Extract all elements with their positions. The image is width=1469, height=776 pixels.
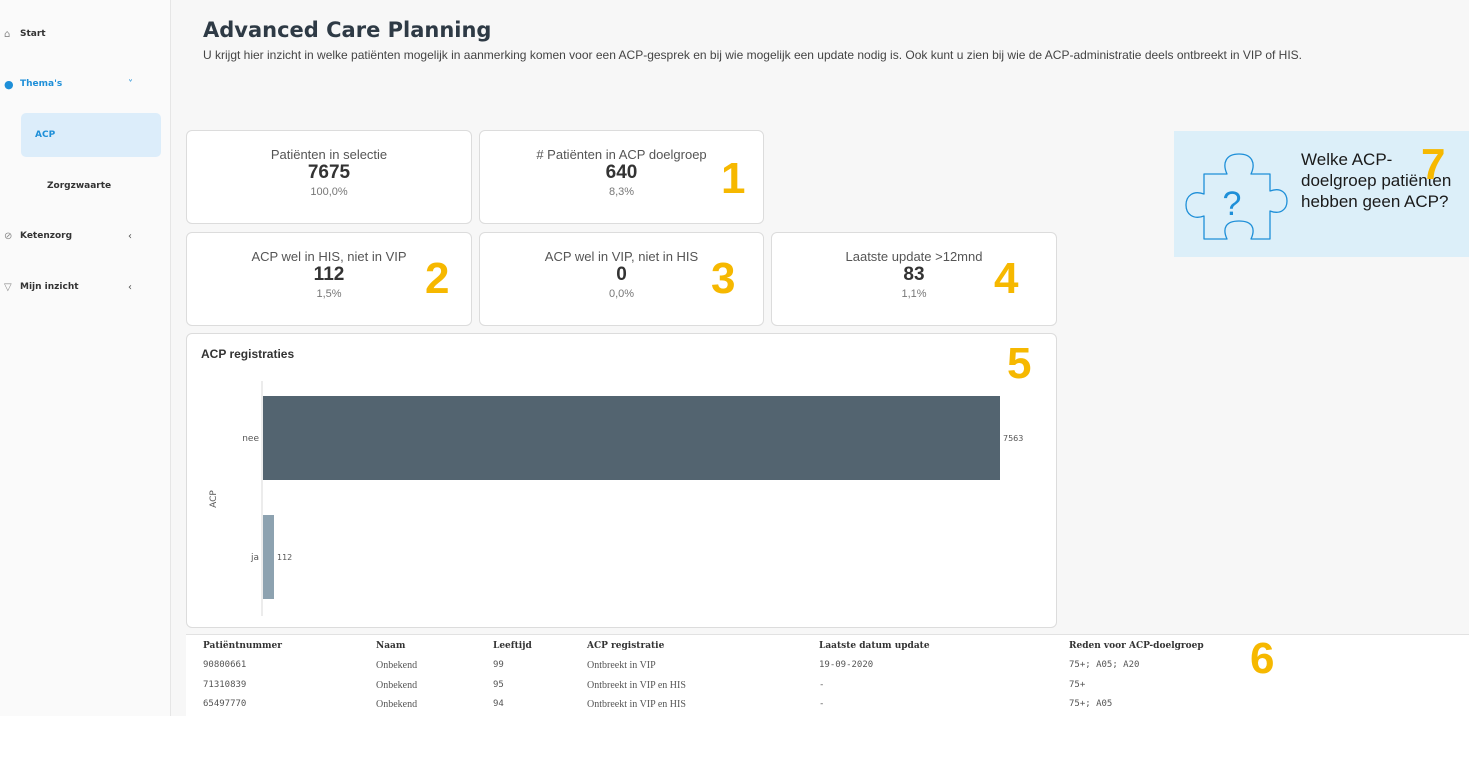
sidebar-item-acp[interactable]: ACP <box>21 113 161 157</box>
cell-patientnummer: 65497770 <box>203 699 247 709</box>
kpi-label: Patiënten in selectie <box>270 147 388 162</box>
info-card-acp-question[interactable]: ? Welke ACP-doelgroep patiënten hebben g… <box>1174 131 1469 257</box>
link-icon: ⊘ <box>4 230 13 242</box>
kpi-value: 7675 <box>307 162 351 183</box>
lightbulb-icon: ● <box>4 77 14 91</box>
cell-laatste-datum: - <box>819 680 825 690</box>
column-header-naam[interactable]: Naam <box>376 641 406 651</box>
cell-reden: 75+; A05; A20 <box>1069 660 1140 670</box>
column-header-patientnummer[interactable]: Patiëntnummer <box>203 641 282 651</box>
chevron-left-icon: ‹ <box>128 230 132 242</box>
home-icon: ⌂ <box>4 28 11 40</box>
column-header-reden[interactable]: Reden voor ACP-doelgroep <box>1069 641 1204 651</box>
data-label: 112 <box>277 553 292 562</box>
sidebar-item-ketenzorg[interactable]: ⊘ Ketenzorg ‹ <box>0 221 170 251</box>
cell-reden: 75+ <box>1069 680 1086 690</box>
app-window: ⌂ Start ● Thema's ˅ ACP Zorgzwaarte ⊘ Ke… <box>0 0 1469 717</box>
sidebar: ⌂ Start ● Thema's ˅ ACP Zorgzwaarte ⊘ Ke… <box>0 0 171 716</box>
callout-marker: 6 <box>1250 634 1275 683</box>
callout-marker: 5 <box>1007 339 1032 388</box>
cell-acp-registratie: Ontbreekt in VIP en HIS <box>587 680 686 691</box>
kpi-value: 112 <box>313 264 345 285</box>
kpi-card-acp-his-niet-vip[interactable]: ACP wel in HIS, niet in VIP 112 1,5% 2 <box>186 232 472 326</box>
column-header-leeftijd[interactable]: Leeftijd <box>493 641 532 651</box>
column-header-acp-registratie[interactable]: ACP registratie <box>587 641 665 651</box>
kpi-percentage: 0,0% <box>608 288 635 300</box>
sidebar-item-zorgzwaarte[interactable]: Zorgzwaarte <box>21 164 161 208</box>
cell-laatste-datum: 19-09-2020 <box>819 660 874 670</box>
kpi-percentage: 1,1% <box>901 288 927 300</box>
cell-leeftijd: 99 <box>493 660 504 670</box>
kpi-percentage: 8,3% <box>608 186 635 198</box>
bar-chart: ACP nee 7563 ja 112 <box>209 381 1023 616</box>
category-label: nee <box>242 434 259 444</box>
y-axis-label: ACP <box>209 490 219 508</box>
info-card-text: Welke ACP-doelgroep patiënten hebben gee… <box>1301 150 1452 211</box>
cell-naam: Onbekend <box>376 680 418 691</box>
kpi-label: ACP wel in HIS, niet in VIP <box>251 249 407 264</box>
sidebar-item-label: Mijn inzicht <box>20 282 79 292</box>
sidebar-item-themas[interactable]: ● Thema's ˅ <box>0 69 170 99</box>
bar-ja[interactable] <box>263 515 274 599</box>
kpi-label: ACP wel in VIP, niet in HIS <box>544 249 699 264</box>
kpi-value: 640 <box>605 162 638 183</box>
cell-acp-registratie: Ontbreekt in VIP <box>587 660 656 671</box>
sidebar-item-label: Zorgzwaarte <box>47 181 112 191</box>
chevron-down-icon: ˅ <box>128 78 133 90</box>
cell-patientnummer: 90800661 <box>203 660 247 670</box>
kpi-value: 83 <box>903 264 925 285</box>
kpi-label: # Patiënten in ACP doelgroep <box>536 147 707 162</box>
callout-marker: 7 <box>1421 140 1446 189</box>
kpi-value: 0 <box>616 264 627 285</box>
kpi-card-acp-doelgroep[interactable]: # Patiënten in ACP doelgroep 640 8,3% 1 <box>479 130 764 224</box>
kpi-card-laatste-update[interactable]: Laatste update >12mnd 83 1,1% 4 <box>771 232 1057 326</box>
cell-reden: 75+; A05 <box>1069 699 1113 709</box>
kpi-card-patienten-selectie[interactable]: Patiënten in selectie 7675 100,0% <box>186 130 472 224</box>
column-header-laatste-datum-update[interactable]: Laatste datum update <box>819 641 930 651</box>
sidebar-item-label: Thema's <box>20 79 63 89</box>
cell-patientnummer: 71310839 <box>203 680 247 690</box>
sidebar-item-mijn-inzicht[interactable]: ▽ Mijn inzicht ‹ <box>0 272 170 302</box>
kpi-card-acp-vip-niet-his[interactable]: ACP wel in VIP, niet in HIS 0 0,0% 3 <box>479 232 764 326</box>
sidebar-item-start[interactable]: ⌂ Start <box>0 19 170 49</box>
category-label: ja <box>250 553 259 563</box>
page-title: Advanced Care Planning <box>203 18 492 42</box>
callout-marker: 4 <box>994 254 1019 303</box>
svg-text:?: ? <box>1223 185 1242 223</box>
cell-acp-registratie: Ontbreekt in VIP en HIS <box>587 699 686 710</box>
kpi-label: Laatste update >12mnd <box>845 249 983 264</box>
callout-marker: 1 <box>721 154 746 203</box>
cell-naam: Onbekend <box>376 660 418 671</box>
data-label: 7563 <box>1003 434 1023 443</box>
cell-leeftijd: 95 <box>493 680 504 690</box>
patient-table: 6 Patiëntnummer Naam Leeftijd ACP regist… <box>186 634 1469 717</box>
kpi-percentage: 1,5% <box>316 288 342 300</box>
cell-naam: Onbekend <box>376 699 418 710</box>
puzzle-question-icon: ? <box>1185 153 1288 240</box>
sidebar-item-label: Start <box>20 29 46 39</box>
funnel-icon: ▽ <box>4 281 12 293</box>
callout-marker: 3 <box>711 254 736 303</box>
sidebar-item-label: ACP <box>35 130 56 140</box>
cell-laatste-datum: - <box>819 699 825 709</box>
chart-panel-acp-registraties: ACP registraties 5 ACP nee 7563 ja 112 <box>186 333 1057 628</box>
page-description: U krijgt hier inzicht in welke patiënten… <box>203 48 1303 62</box>
chevron-left-icon: ‹ <box>128 281 132 293</box>
kpi-percentage: 100,0% <box>310 186 348 198</box>
cell-leeftijd: 94 <box>493 699 504 709</box>
chart-title: ACP registraties <box>201 347 295 361</box>
sidebar-item-label: Ketenzorg <box>20 231 73 241</box>
callout-marker: 2 <box>425 254 450 303</box>
bar-nee[interactable] <box>263 396 1000 480</box>
